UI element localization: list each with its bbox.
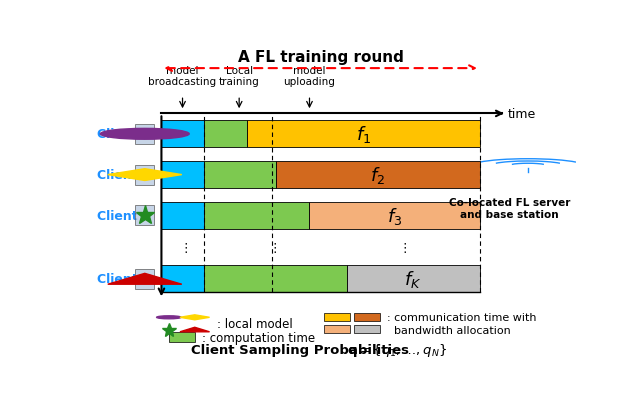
Polygon shape (108, 169, 182, 181)
Bar (161, 162, 204, 189)
Bar (310, 202, 480, 229)
Text: $f_{2}$: $f_{2}$ (371, 165, 385, 185)
Text: : communication time with
  bandwidth allocation: : communication time with bandwidth allo… (387, 312, 537, 335)
Bar (354, 325, 380, 333)
Bar (246, 121, 480, 148)
Bar (204, 202, 310, 229)
Circle shape (157, 316, 181, 319)
Text: $\vdots$: $\vdots$ (268, 241, 277, 254)
Text: time: time (508, 108, 536, 121)
Bar (135, 206, 154, 226)
Bar (354, 313, 380, 321)
Bar (204, 162, 276, 189)
Bar (324, 325, 350, 333)
Text: model
broadcasting: model broadcasting (148, 66, 216, 87)
Polygon shape (180, 315, 209, 320)
Polygon shape (180, 328, 209, 332)
Text: $\vdots$: $\vdots$ (397, 241, 406, 254)
Text: $f_{3}$: $f_{3}$ (387, 205, 403, 226)
Text: Client 1: Client 1 (97, 128, 150, 141)
Polygon shape (108, 274, 182, 285)
Text: A FL training round: A FL training round (237, 49, 404, 64)
Bar (135, 124, 154, 145)
Circle shape (100, 129, 189, 140)
Text: Client 3: Client 3 (97, 209, 150, 222)
Bar (204, 121, 246, 148)
Text: $\vdots$: $\vdots$ (179, 241, 188, 254)
Bar (135, 269, 154, 289)
Bar (276, 162, 480, 189)
Text: Co-located FL server
and base station: Co-located FL server and base station (449, 198, 570, 219)
Text: $f_{1}$: $f_{1}$ (356, 124, 371, 145)
Text: : local model: : local model (217, 317, 292, 330)
Text: Client 2: Client 2 (97, 168, 150, 181)
Text: Client Sampling Probabilities: Client Sampling Probabilities (191, 343, 409, 356)
Text: Client K: Client K (97, 273, 151, 286)
Bar (346, 266, 480, 293)
Text: $f_{K}$: $f_{K}$ (404, 269, 422, 290)
Bar (324, 313, 350, 321)
Text: : computation time: : computation time (202, 331, 316, 344)
Bar (161, 266, 204, 293)
Text: model
uploading: model uploading (284, 66, 335, 87)
Text: $\mathbf{q} = \{q_1, \ldots, q_N\}$: $\mathbf{q} = \{q_1, \ldots, q_N\}$ (346, 341, 447, 358)
Bar (161, 121, 204, 148)
Text: Local
training: Local training (219, 66, 260, 87)
Bar (204, 266, 346, 293)
Bar (135, 165, 154, 185)
Bar (169, 333, 195, 342)
Bar (161, 202, 204, 229)
